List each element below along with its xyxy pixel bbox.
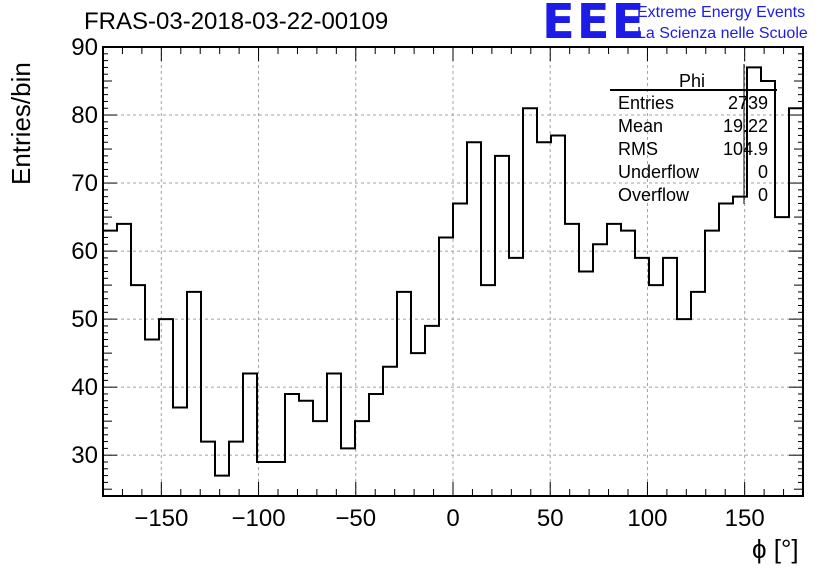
histogram-bin [117, 224, 131, 496]
histogram-bin [243, 374, 257, 496]
histogram-bin [257, 462, 271, 496]
histogram-bin [523, 108, 537, 496]
x-tick-label: −50 [335, 505, 376, 532]
axis-ticks [102, 46, 804, 496]
histogram-bin [607, 224, 621, 496]
histogram-bin [579, 272, 593, 497]
histogram-bin [663, 258, 677, 496]
histogram-bin [187, 292, 201, 496]
histogram-bin [565, 224, 579, 496]
histogram-bin [705, 231, 719, 496]
stats-value-underflow: 0 [757, 162, 768, 182]
histogram-bin [621, 231, 635, 496]
x-tick-label: −150 [134, 505, 188, 532]
histogram-bin [369, 394, 383, 496]
chart-title: FRAS-03-2018-03-22-00109 [84, 8, 389, 35]
histogram-bin [355, 421, 369, 496]
stats-value-entries: 2739 [727, 93, 768, 113]
histogram-bin [467, 142, 481, 496]
y-tick-label: 70 [71, 170, 98, 197]
histogram-bin [691, 292, 705, 496]
stats-value-overflow: 0 [757, 185, 768, 205]
histogram-bin [327, 374, 341, 496]
histogram-bin [775, 217, 789, 496]
histogram-bin [383, 367, 397, 496]
brand-line-2: La Scienza nelle Scuole [637, 25, 808, 42]
histogram-bin [285, 394, 299, 496]
stats-label-overflow: Overflow [618, 185, 690, 205]
y-tick-label: 80 [71, 102, 98, 129]
histogram-bin [215, 476, 229, 496]
x-tick-label: 100 [627, 505, 667, 532]
histogram-bin [733, 197, 747, 496]
x-tick-label: −100 [232, 505, 286, 532]
stats-label-entries: Entries [618, 93, 675, 113]
histogram-bin [481, 285, 495, 496]
stats-box-lines [610, 64, 777, 204]
x-tick-label: 150 [725, 505, 765, 532]
histogram-bin [411, 353, 425, 496]
histogram-bin [509, 258, 523, 496]
brand-line-1: Extreme Energy Events [637, 4, 806, 21]
eee-logo: EEE [542, 0, 647, 50]
histogram-bin [439, 237, 453, 496]
histogram-bin [719, 203, 733, 496]
y-tick-label: 50 [71, 306, 98, 333]
histogram-bin [397, 292, 411, 496]
histogram-bin [159, 319, 173, 496]
y-axis-label: Entries/bin [6, 62, 36, 185]
y-tick-label: 40 [71, 374, 98, 401]
histogram-bin [173, 408, 187, 496]
y-tick-label: 90 [71, 34, 98, 61]
histogram-bin [313, 421, 327, 496]
stats-label-underflow: Underflow [618, 162, 700, 182]
histogram-bin [495, 156, 509, 496]
stats-box-title: Phi [679, 71, 706, 91]
histogram-bin [341, 448, 355, 496]
histogram-bin [593, 244, 607, 496]
stats-label-mean: Mean [618, 116, 664, 136]
histogram-bin [229, 442, 243, 496]
histogram-bin [103, 231, 117, 496]
histogram-bin [537, 142, 551, 496]
stats-value-rms: 104.9 [722, 139, 768, 159]
x-tick-label: 0 [446, 505, 459, 532]
histogram-bin [201, 442, 215, 496]
histogram-bin [131, 285, 145, 496]
histogram-series [103, 66, 803, 497]
x-tick-label: 50 [537, 505, 564, 532]
y-tick-label: 60 [71, 238, 98, 265]
histogram-bin [299, 401, 313, 496]
histogram-outline [103, 66, 803, 477]
histogram-bin [453, 203, 467, 496]
histogram-bin [677, 319, 691, 496]
stats-label-rms: RMS [618, 139, 658, 159]
histogram-bin [635, 258, 649, 496]
x-axis-label: ϕ [°] [752, 534, 799, 564]
histogram-bin [789, 108, 803, 496]
histogram-bin [649, 285, 663, 496]
histogram-bin [425, 326, 439, 496]
y-tick-label: 30 [71, 442, 98, 469]
histogram-bin [145, 340, 159, 496]
stats-value-mean: 19.22 [722, 116, 768, 136]
axis-tick-labels: −150 −100 −50 0 50 100 150 30 40 50 60 70 80 90 [71, 34, 764, 532]
histogram-bin [551, 135, 565, 496]
